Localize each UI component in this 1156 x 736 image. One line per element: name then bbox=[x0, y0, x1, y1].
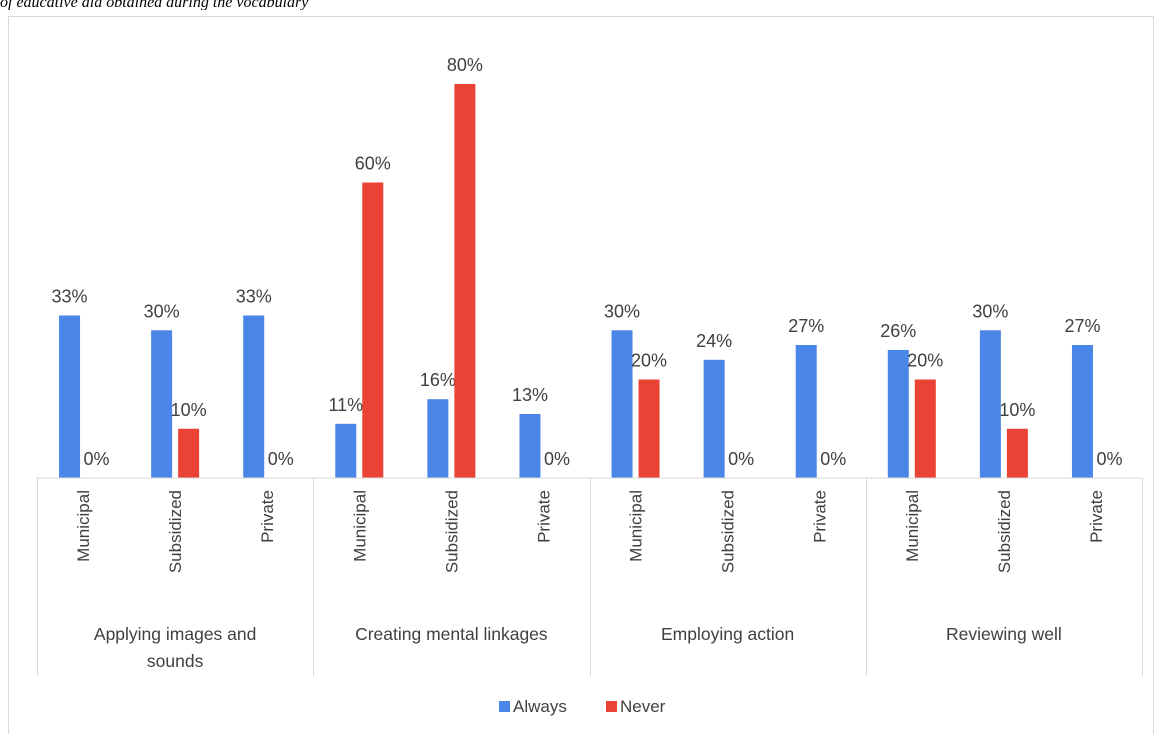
bar-always-creating-mental-linkages-private bbox=[519, 413, 541, 478]
data-label-always-reviewing-well-subsidized: 30% bbox=[972, 301, 1008, 321]
data-label-never-creating-mental-linkages-subsidized: 80% bbox=[447, 55, 483, 75]
data-label-always-applying-images-and-sounds-private: 33% bbox=[236, 286, 272, 306]
category-label-applying-images-and-sounds-private: Private bbox=[258, 490, 277, 543]
bar-never-employing-action-municipal bbox=[638, 379, 660, 478]
data-label-always-employing-action-subsidized: 24% bbox=[696, 331, 732, 351]
data-label-never-employing-action-private: 0% bbox=[820, 449, 846, 469]
data-label-always-creating-mental-linkages-private: 13% bbox=[512, 385, 548, 405]
data-label-never-applying-images-and-sounds-private: 0% bbox=[268, 449, 294, 469]
bar-always-reviewing-well-municipal bbox=[887, 349, 909, 478]
data-label-always-reviewing-well-municipal: 26% bbox=[880, 321, 916, 341]
figure-caption: of educative aid obtained during the voc… bbox=[0, 0, 309, 10]
data-label-always-applying-images-and-sounds-subsidized: 30% bbox=[144, 301, 180, 321]
data-label-never-creating-mental-linkages-municipal: 60% bbox=[355, 154, 391, 174]
bar-never-applying-images-and-sounds-subsidized bbox=[178, 428, 200, 478]
legend-label-always: Always bbox=[513, 697, 567, 716]
bar-always-creating-mental-linkages-municipal bbox=[335, 423, 357, 478]
bar-always-reviewing-well-subsidized bbox=[979, 330, 1001, 478]
group-label-applying-images-and-sounds-line-2: sounds bbox=[147, 651, 204, 671]
data-label-never-applying-images-and-sounds-municipal: 0% bbox=[84, 449, 110, 469]
data-label-always-employing-action-municipal: 30% bbox=[604, 301, 640, 321]
bar-always-employing-action-municipal bbox=[611, 330, 633, 478]
category-label-reviewing-well-subsidized: Subsidized bbox=[995, 490, 1014, 573]
bar-never-creating-mental-linkages-municipal bbox=[362, 182, 384, 478]
category-label-employing-action-private: Private bbox=[811, 490, 830, 543]
group-label-creating-mental-linkages-line-1: Creating mental linkages bbox=[355, 624, 548, 644]
data-label-never-creating-mental-linkages-private: 0% bbox=[544, 449, 570, 469]
chart-frame bbox=[8, 16, 1154, 734]
bar-never-creating-mental-linkages-subsidized bbox=[454, 84, 476, 478]
data-label-never-reviewing-well-municipal: 20% bbox=[907, 351, 943, 371]
bar-always-applying-images-and-sounds-private bbox=[243, 315, 265, 478]
data-label-always-employing-action-private: 27% bbox=[788, 316, 824, 336]
data-label-always-creating-mental-linkages-subsidized: 16% bbox=[420, 370, 456, 390]
group-label-applying-images-and-sounds-line-1: Applying images and bbox=[94, 624, 256, 644]
legend-label-never: Never bbox=[620, 697, 666, 716]
category-label-employing-action-subsidized: Subsidized bbox=[719, 490, 738, 573]
data-label-always-applying-images-and-sounds-municipal: 33% bbox=[52, 286, 88, 306]
bar-always-reviewing-well-private bbox=[1071, 345, 1093, 478]
category-label-creating-mental-linkages-private: Private bbox=[534, 490, 553, 543]
bar-always-creating-mental-linkages-subsidized bbox=[427, 399, 449, 478]
group-label-reviewing-well-line-1: Reviewing well bbox=[946, 624, 1062, 644]
data-label-always-reviewing-well-private: 27% bbox=[1064, 316, 1100, 336]
legend-swatch-always bbox=[499, 701, 510, 712]
category-label-applying-images-and-sounds-municipal: Municipal bbox=[74, 490, 93, 562]
data-label-always-creating-mental-linkages-municipal: 11% bbox=[328, 395, 363, 415]
bar-never-reviewing-well-municipal bbox=[914, 379, 936, 478]
category-label-employing-action-municipal: Municipal bbox=[627, 490, 646, 562]
data-label-never-reviewing-well-private: 0% bbox=[1096, 449, 1122, 469]
bar-always-employing-action-subsidized bbox=[703, 359, 725, 478]
category-label-creating-mental-linkages-subsidized: Subsidized bbox=[442, 490, 461, 573]
bar-never-reviewing-well-subsidized bbox=[1006, 428, 1028, 478]
data-label-never-applying-images-and-sounds-subsidized: 10% bbox=[171, 400, 207, 420]
category-label-reviewing-well-private: Private bbox=[1087, 490, 1106, 543]
legend-swatch-never bbox=[606, 701, 617, 712]
bar-always-employing-action-private bbox=[795, 345, 817, 478]
group-label-employing-action-line-1: Employing action bbox=[661, 624, 794, 644]
category-label-applying-images-and-sounds-subsidized: Subsidized bbox=[166, 490, 185, 573]
data-label-never-employing-action-municipal: 20% bbox=[631, 351, 667, 371]
category-label-reviewing-well-municipal: Municipal bbox=[903, 490, 922, 562]
category-label-creating-mental-linkages-municipal: Municipal bbox=[350, 490, 369, 562]
data-label-never-employing-action-subsidized: 0% bbox=[728, 449, 754, 469]
bar-always-applying-images-and-sounds-municipal bbox=[59, 315, 81, 478]
data-label-never-reviewing-well-subsidized: 10% bbox=[999, 400, 1035, 420]
bar-always-applying-images-and-sounds-subsidized bbox=[151, 330, 173, 478]
